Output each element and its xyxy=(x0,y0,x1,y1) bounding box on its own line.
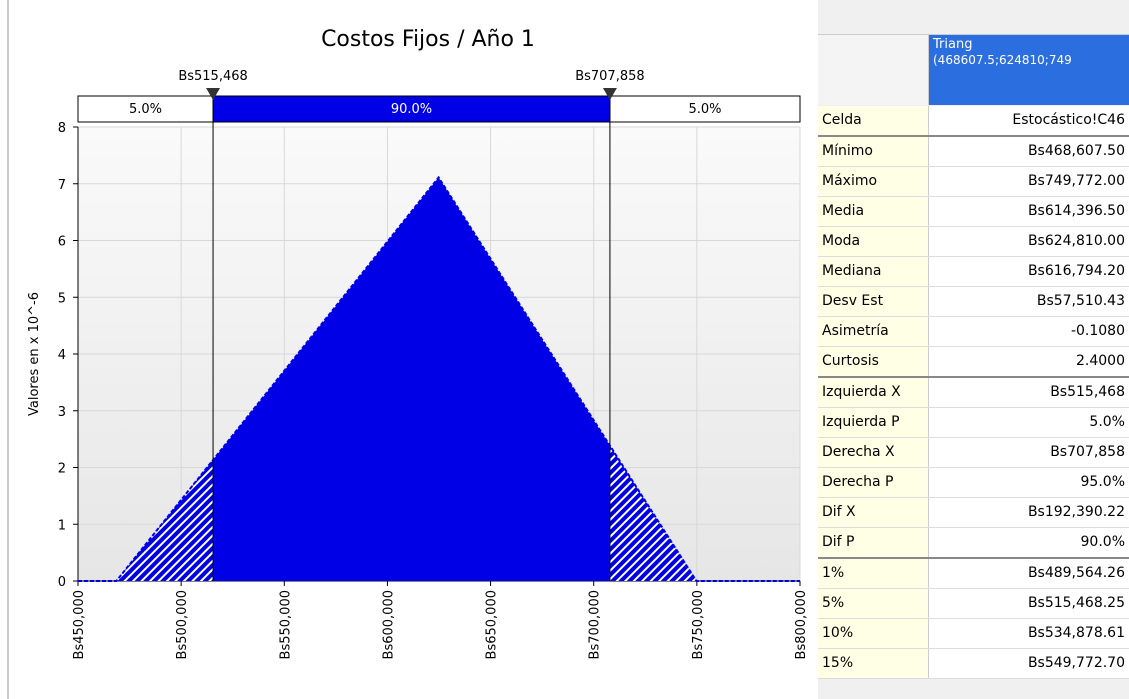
x-tick-label: Bs700,000 xyxy=(588,590,603,659)
stat-name: Asimetría xyxy=(818,317,929,346)
chart-title: Costos Fijos / Año 1 xyxy=(321,27,535,52)
x-tick-label: Bs450,000 xyxy=(72,590,87,659)
stat-row: Asimetría -0.1080 xyxy=(818,317,1129,347)
header-blank xyxy=(818,35,929,105)
stat-row: 10% Bs534,878.61 xyxy=(818,619,1129,649)
stat-value: 5.0% xyxy=(1089,414,1125,430)
stat-value: Bs616,794.20 xyxy=(1027,263,1125,279)
stat-row: Moda Bs624,810.00 xyxy=(818,227,1129,257)
stat-value: Bs192,390.22 xyxy=(1027,504,1125,520)
stat-name: Izquierda P xyxy=(818,408,929,437)
y-tick-label: 2 xyxy=(58,462,66,477)
stat-value: Bs549,772.70 xyxy=(1027,655,1125,671)
stat-row: Media Bs614,396.50 xyxy=(818,197,1129,227)
delimiter-label: Bs707,858 xyxy=(575,69,644,84)
x-tick-label: Bs800,000 xyxy=(794,590,809,659)
stat-name: Dif X xyxy=(818,498,929,527)
y-tick-label: 5 xyxy=(58,291,66,306)
header-line: Triang xyxy=(933,37,973,52)
stats-header: Triang (468607.5;624810;749 xyxy=(818,34,1129,105)
x-tick-label: Bs650,000 xyxy=(485,590,500,659)
band-label: 90.0% xyxy=(391,102,432,117)
stat-value: Bs515,468.25 xyxy=(1027,595,1125,611)
stat-name: 10% xyxy=(818,619,929,648)
stat-row: Dif P 90.0% xyxy=(818,528,1129,559)
y-tick-label: 4 xyxy=(58,348,66,363)
stats-panel: Triang (468607.5;624810;749 Celda Estocás… xyxy=(818,0,1129,699)
stat-name: Derecha X xyxy=(818,438,929,467)
stat-value: Bs749,772.00 xyxy=(1027,173,1125,189)
stat-name: Derecha P xyxy=(818,468,929,497)
y-axis-label: Valores en x 10^-6 xyxy=(27,292,42,416)
stat-name: Dif P xyxy=(818,528,929,557)
stat-value: Bs534,878.61 xyxy=(1027,625,1125,641)
stat-value: Bs624,810.00 xyxy=(1027,233,1125,249)
stat-row: Derecha X Bs707,858 xyxy=(818,438,1129,468)
stat-name: 1% xyxy=(818,559,929,588)
delimiter-handle xyxy=(206,88,221,100)
stat-name: Celda xyxy=(818,106,929,135)
stat-name: 15% xyxy=(818,649,929,678)
header-cell: Triang (468607.5;624810;749 xyxy=(929,35,1129,105)
stat-name: Media xyxy=(818,197,929,226)
stat-value: Bs614,396.50 xyxy=(1027,203,1125,219)
stat-row: Izquierda X Bs515,468 xyxy=(818,378,1129,408)
stat-row: Dif X Bs192,390.22 xyxy=(818,498,1129,528)
stat-value: 2.4000 xyxy=(1076,353,1125,369)
stat-value: Bs468,607.50 xyxy=(1027,143,1125,159)
stat-value: Bs515,468 xyxy=(1050,384,1125,400)
stats-rows: Celda Estocástico!C46 Mínimo Bs468,607.50 Má… xyxy=(818,106,1129,679)
band xyxy=(77,95,214,123)
stat-row: 1% Bs489,564.26 xyxy=(818,559,1129,589)
y-tick-label: 0 xyxy=(58,575,66,590)
stat-row: Curtosis 2.4000 xyxy=(818,347,1129,378)
stat-value: Bs489,564.26 xyxy=(1027,565,1125,581)
y-tick-label: 7 xyxy=(58,178,66,193)
stat-value: -0.1080 xyxy=(1070,323,1125,339)
delimiter-handle xyxy=(602,88,617,100)
stat-name: Curtosis xyxy=(818,347,929,376)
stat-name: Moda xyxy=(818,227,929,256)
stat-name: Mínimo xyxy=(818,137,929,166)
stat-row: Desv Est Bs57,510.43 xyxy=(818,287,1129,317)
stat-name: Izquierda X xyxy=(818,378,929,407)
stat-row: Mínimo Bs468,607.50 xyxy=(818,137,1129,167)
delimiter-label: Bs515,468 xyxy=(178,69,247,84)
stat-value: 90.0% xyxy=(1080,534,1125,550)
header-line: (468607.5;624810;749 xyxy=(933,53,1072,67)
x-tick-label: Bs500,000 xyxy=(175,590,190,659)
stat-value: Estocástico!C46 xyxy=(1012,112,1125,128)
stat-row: 15% Bs549,772.70 xyxy=(818,649,1129,679)
x-tick-label: Bs600,000 xyxy=(381,590,396,659)
stat-value: Bs707,858 xyxy=(1050,444,1125,460)
stat-name: 5% xyxy=(818,589,929,618)
band-label: 5.0% xyxy=(129,102,162,117)
chart: Costos Fijos / Año 1 Valores en x 10^-6 … xyxy=(7,0,809,699)
stat-row: Izquierda P 5.0% xyxy=(818,408,1129,438)
stat-name: Desv Est xyxy=(818,287,929,316)
stat-name: Mediana xyxy=(818,257,929,286)
band xyxy=(609,95,801,123)
x-tick-label: Bs550,000 xyxy=(278,590,293,659)
stat-row: Mediana Bs616,794.20 xyxy=(818,257,1129,287)
stat-name: Máximo xyxy=(818,167,929,196)
band-label: 5.0% xyxy=(688,102,721,117)
stat-row: 5% Bs515,468.25 xyxy=(818,589,1129,619)
y-tick-label: 6 xyxy=(58,235,66,250)
stat-value: Bs57,510.43 xyxy=(1036,293,1125,309)
y-tick-label: 1 xyxy=(58,518,66,533)
stat-row: Máximo Bs749,772.00 xyxy=(818,167,1129,197)
y-tick-label: 3 xyxy=(58,405,66,420)
x-tick-label: Bs750,000 xyxy=(691,590,706,659)
y-tick-label: 8 xyxy=(58,121,66,136)
stat-row: Celda Estocástico!C46 xyxy=(818,106,1129,137)
stat-value: 95.0% xyxy=(1080,474,1125,490)
density-line xyxy=(78,175,800,582)
stat-row: Derecha P 95.0% xyxy=(818,468,1129,498)
